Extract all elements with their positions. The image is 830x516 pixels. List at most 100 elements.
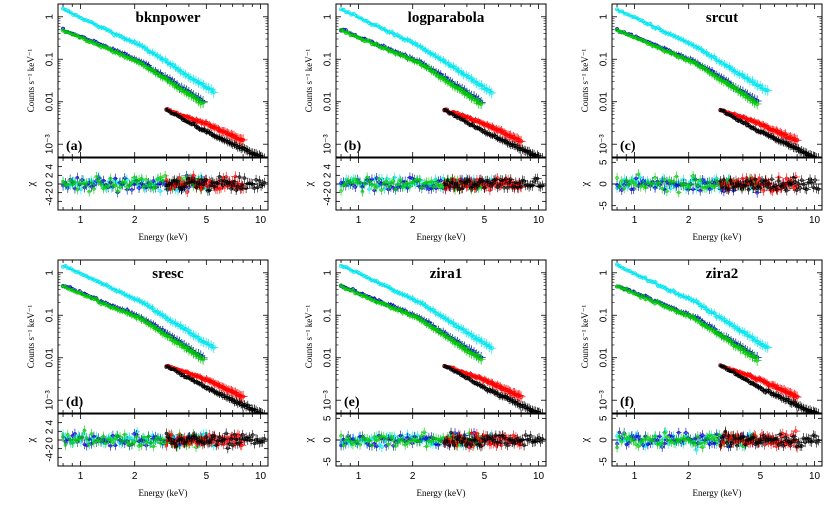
spectrum-frame bbox=[335, 3, 547, 158]
spectrum-point bbox=[455, 86, 460, 91]
residual-point bbox=[106, 184, 110, 188]
residual-point bbox=[70, 182, 75, 187]
residual-point bbox=[379, 188, 384, 192]
residual-point bbox=[137, 186, 141, 190]
spectrum-frame bbox=[611, 3, 823, 158]
residual-tick-label: -2 bbox=[323, 188, 334, 197]
spectrum-point bbox=[184, 90, 189, 95]
residual-point bbox=[497, 183, 501, 187]
spectrum-point bbox=[196, 99, 201, 103]
spectrum-point bbox=[658, 27, 663, 32]
residual-point bbox=[254, 178, 258, 182]
spectrum-point bbox=[681, 56, 686, 61]
spectrum-point bbox=[714, 75, 719, 80]
residual-points bbox=[339, 172, 546, 197]
residual-point bbox=[132, 182, 136, 187]
y-axis-label: Counts s⁻¹ keV⁻¹ bbox=[580, 49, 590, 113]
spectrum-point bbox=[631, 35, 636, 40]
residual-point bbox=[227, 180, 232, 185]
spectrum-point bbox=[176, 67, 180, 72]
spectrum-point bbox=[193, 78, 198, 83]
spectrum-point bbox=[415, 60, 419, 64]
spectrum-point bbox=[748, 96, 752, 101]
y-tick-label: 0.01 bbox=[323, 92, 334, 112]
spectrum-point bbox=[339, 7, 343, 12]
spectrum-point bbox=[211, 90, 216, 95]
residual-point bbox=[151, 186, 155, 191]
residual-point bbox=[367, 180, 372, 184]
residual-point bbox=[167, 181, 171, 185]
residual-point bbox=[339, 189, 343, 193]
residual-point bbox=[118, 185, 122, 189]
x-tick-label: 5 bbox=[758, 215, 764, 226]
spectrum-point bbox=[424, 65, 429, 70]
panel-title: logparabola bbox=[408, 10, 485, 26]
residual-point bbox=[99, 182, 103, 186]
model-curve bbox=[444, 109, 540, 157]
x-tick-label: 2 bbox=[686, 215, 692, 226]
residual-point bbox=[384, 179, 388, 184]
model-curve bbox=[444, 109, 522, 142]
spectrum-point bbox=[755, 101, 760, 106]
spectrum-point bbox=[724, 64, 729, 69]
residual-point bbox=[341, 183, 346, 188]
residual-point bbox=[417, 178, 422, 182]
residual-point bbox=[367, 187, 371, 191]
y-tick-label: 1 bbox=[599, 14, 610, 20]
residual-point bbox=[488, 188, 492, 192]
model-curve bbox=[340, 29, 482, 105]
residual-point bbox=[111, 183, 115, 187]
residual-point bbox=[151, 179, 155, 183]
spectrum-points bbox=[61, 6, 266, 157]
residual-point bbox=[158, 189, 162, 193]
residual-point bbox=[519, 184, 523, 189]
residual-point bbox=[262, 181, 267, 185]
x-tick-label: 1 bbox=[356, 215, 362, 226]
residual-point bbox=[509, 177, 513, 181]
residual-point bbox=[232, 180, 237, 184]
residual-point bbox=[101, 186, 106, 191]
x-tick-label: 2 bbox=[132, 215, 138, 226]
spectrum-point bbox=[638, 18, 642, 22]
residual-point bbox=[346, 178, 350, 183]
spectrum-point bbox=[479, 101, 484, 106]
spectrum-point bbox=[339, 27, 343, 32]
residual-axis-label: χ bbox=[25, 181, 37, 187]
residual-points bbox=[615, 169, 822, 198]
residual-point bbox=[236, 184, 240, 189]
residual-point bbox=[96, 179, 101, 183]
residual-point bbox=[130, 180, 134, 185]
residual-point bbox=[115, 189, 120, 193]
residual-point bbox=[344, 181, 348, 185]
spectrum-point bbox=[139, 61, 144, 66]
x-axis-label: Energy (keV) bbox=[416, 232, 465, 242]
spectrum-point bbox=[151, 68, 156, 73]
spectrum-point bbox=[261, 156, 265, 157]
spectrum-point bbox=[737, 72, 742, 77]
residual-point bbox=[427, 187, 431, 191]
residual-point bbox=[170, 186, 174, 191]
residual-point bbox=[514, 180, 518, 185]
residual-axis-label: χ bbox=[303, 181, 315, 187]
x-tick-label: 10 bbox=[533, 215, 545, 226]
x-tick-label: 10 bbox=[809, 215, 821, 226]
spectrum-point bbox=[629, 34, 634, 39]
residual-point bbox=[351, 180, 355, 184]
residual-point bbox=[398, 179, 403, 183]
chart-panel-3: 1 2 5 10 Energy (keV) 10⁻³ 0.01 0.1 1 Counts s⁻¹ … bbox=[579, 3, 823, 242]
panel-label: (b) bbox=[344, 139, 361, 154]
residual-point bbox=[374, 185, 379, 190]
spectrum-point bbox=[539, 156, 543, 157]
residual-point bbox=[237, 175, 242, 179]
residual-tick-label: 4 bbox=[323, 163, 334, 169]
residual-point bbox=[398, 177, 402, 181]
residual-point bbox=[429, 186, 433, 191]
residual-point bbox=[241, 184, 245, 188]
spectrum-point bbox=[350, 33, 355, 38]
residual-point bbox=[393, 187, 398, 192]
residual-point bbox=[389, 181, 393, 185]
residual-tick-label: 2 bbox=[323, 172, 334, 178]
residual-point bbox=[75, 175, 79, 180]
spectrum-point bbox=[407, 57, 412, 62]
residual-point bbox=[382, 182, 386, 186]
